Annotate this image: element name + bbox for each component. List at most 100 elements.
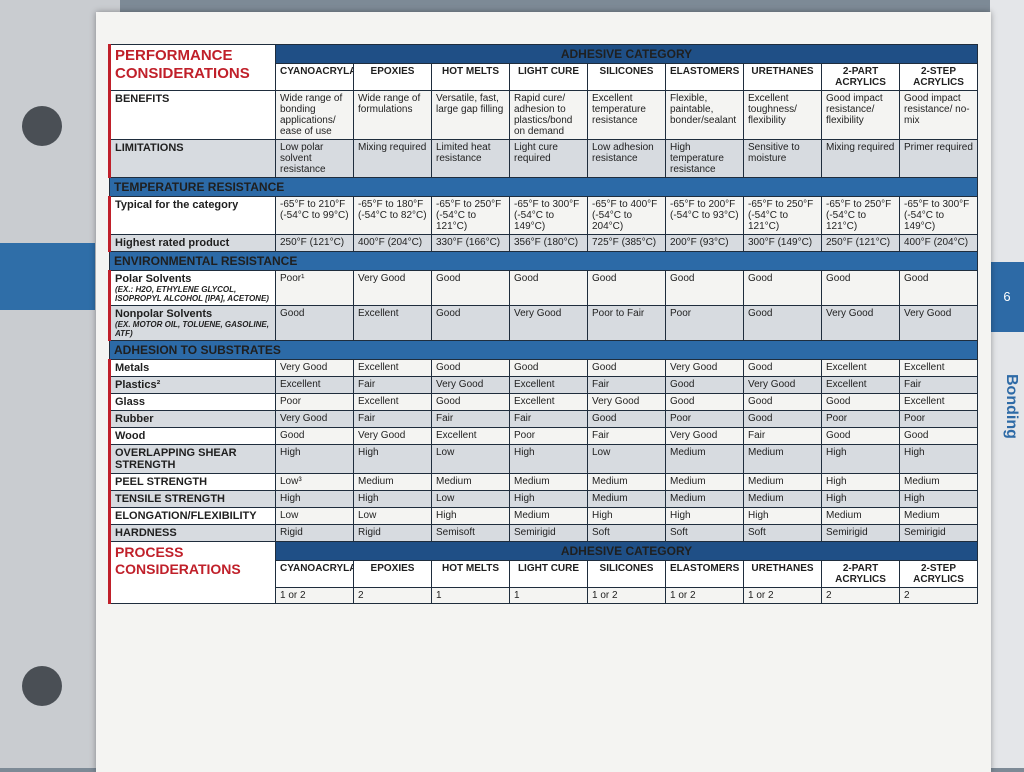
table-cell: Mixing required [353,139,432,178]
row-label-text: BENEFITS [115,93,170,105]
table-cell: -65°F to 250°F (-54°C to 121°C) [743,196,822,235]
table-cell: Medium [665,473,744,491]
table-cell: Very Good [665,427,744,445]
table-cell: Mixing required [821,139,900,178]
process-cell: 2 [898,587,979,604]
table-cell: Sensitive to moisture [743,139,822,178]
table-cell: Low³ [275,473,354,491]
table-cell: 400°F (204°C) [353,234,432,252]
table-cell: Medium [665,490,744,508]
table-cell: Rigid [353,524,432,542]
table-cell: Good [587,270,666,306]
table-cell: Very Good [275,410,354,428]
column-header-6: URETHANES [743,63,822,91]
table-cell: Good [509,359,588,377]
table-cell: Fair [353,410,432,428]
table-cell: Semirigid [898,524,979,542]
column-header-5: ELASTOMERS [665,63,744,91]
row-label: Polar Solvents (EX.: H2O, ETHYLENE GLYCOL… [108,270,276,306]
table-cell: Medium [743,490,822,508]
table-cell: Very Good [665,359,744,377]
table-cell: Soft [587,524,666,542]
table-cell: Excellent [509,393,588,411]
table-row: Glass Poor Excellent Good Excellent Very Good… [108,393,979,411]
table-cell: -65°F to 180°F (-54°C to 82°C) [353,196,432,235]
performance-title-line2: CONSIDERATIONS [115,65,250,82]
row-label-note: (EX.: H2O, ETHYLENE GLYCOL, ISOPROPYL AL… [115,285,269,303]
table-cell: 300°F (149°C) [743,234,822,252]
section-header: ENVIRONMENTAL RESISTANCE [108,251,979,271]
process-cell: 2 [353,587,432,604]
table-cell: Good [587,359,666,377]
table-cell: Excellent temperature resistance [587,90,666,140]
row-label-text: PEEL STRENGTH [115,476,208,488]
table-cell: 200°F (93°C) [665,234,744,252]
process-title-line2: CONSIDERATIONS [115,561,241,577]
row-label: Wood [108,427,276,445]
table-cell: Fair [353,376,432,394]
table-cell: Good [431,359,510,377]
page-tab: 6 [990,262,1024,332]
table-cell: 250°F (121°C) [275,234,354,252]
process-cell: 1 [431,587,510,604]
next-page-edge [990,0,1024,768]
table-cell: High [509,490,588,508]
row-label: Rubber [108,410,276,428]
table-cell: Fair [743,427,822,445]
table-cell: Excellent [431,427,510,445]
row-label: Highest rated product [108,234,276,252]
table-row: Highest rated product 250°F (121°C) 400°F … [108,234,979,252]
row-label-text: Typical for the category [115,199,239,211]
process-column-header-0: CYANOACRYLATES [275,560,354,588]
table-cell: Poor to Fair [587,305,666,341]
table-cell: 356°F (180°C) [509,234,588,252]
table-cell: Medium [821,507,900,525]
table-cell: High temperature resistance [665,139,744,178]
table-cell: High [821,444,900,474]
row-label: Glass [108,393,276,411]
row-label-text: HARDNESS [115,527,177,539]
performance-title: PERFORMANCE CONSIDERATIONS [108,44,276,91]
table-cell: High [898,444,979,474]
table-row: Wood Good Very Good Excellent Poor Fair Very G… [108,427,979,445]
table-cell: Poor [275,393,354,411]
table-cell: High [353,444,432,474]
table-cell: Good [587,410,666,428]
table-row: Plastics² Excellent Fair Very Good Excellent… [108,376,979,394]
section-side-label: Bonding [1003,374,1020,439]
table-cell: Very Good [275,359,354,377]
table-cell: Low adhesion resistance [587,139,666,178]
process-column-header-2: HOT MELTS [431,560,510,588]
table-cell: Medium [665,444,744,474]
binder-blue-band [0,243,95,310]
table-cell: Fair [431,410,510,428]
process-column-header-1: EPOXIES [353,560,432,588]
table-cell: Low [353,507,432,525]
section-header: ADHESION TO SUBSTRATES [108,340,979,360]
row-label-text: Wood [115,430,146,442]
table-cell: Low [431,490,510,508]
table-row: TENSILE STRENGTH High High Low High Medium Med… [108,490,979,508]
table-cell: Good [665,376,744,394]
table-cell: Flexible, paintable, bonder/sealant [665,90,744,140]
table-cell: Poor [509,427,588,445]
section-row: ENVIRONMENTAL RESISTANCE [108,251,979,271]
process-cell: 1 [509,587,588,604]
table-cell: Soft [743,524,822,542]
process-column-header-4: SILICONES [587,560,666,588]
adhesive-category-header: ADHESIVE CATEGORY [274,44,979,64]
table-cell: Medium [587,473,666,491]
table-cell: Low [431,444,510,474]
table-cell: Rigid [275,524,354,542]
table-cell: Poor [665,410,744,428]
row-label: Plastics² [108,376,276,394]
table-cell: Good [743,410,822,428]
process-cell: 1 or 2 [275,587,354,604]
table-cell: Good [431,270,510,306]
table-cell: -65°F to 200°F (-54°C to 93°C) [665,196,744,235]
performance-title-line1: PERFORMANCE [115,47,233,64]
row-label: HARDNESS [108,524,276,542]
table-cell: Soft [665,524,744,542]
table-cell: Very Good [587,393,666,411]
table-cell: Excellent [509,376,588,394]
